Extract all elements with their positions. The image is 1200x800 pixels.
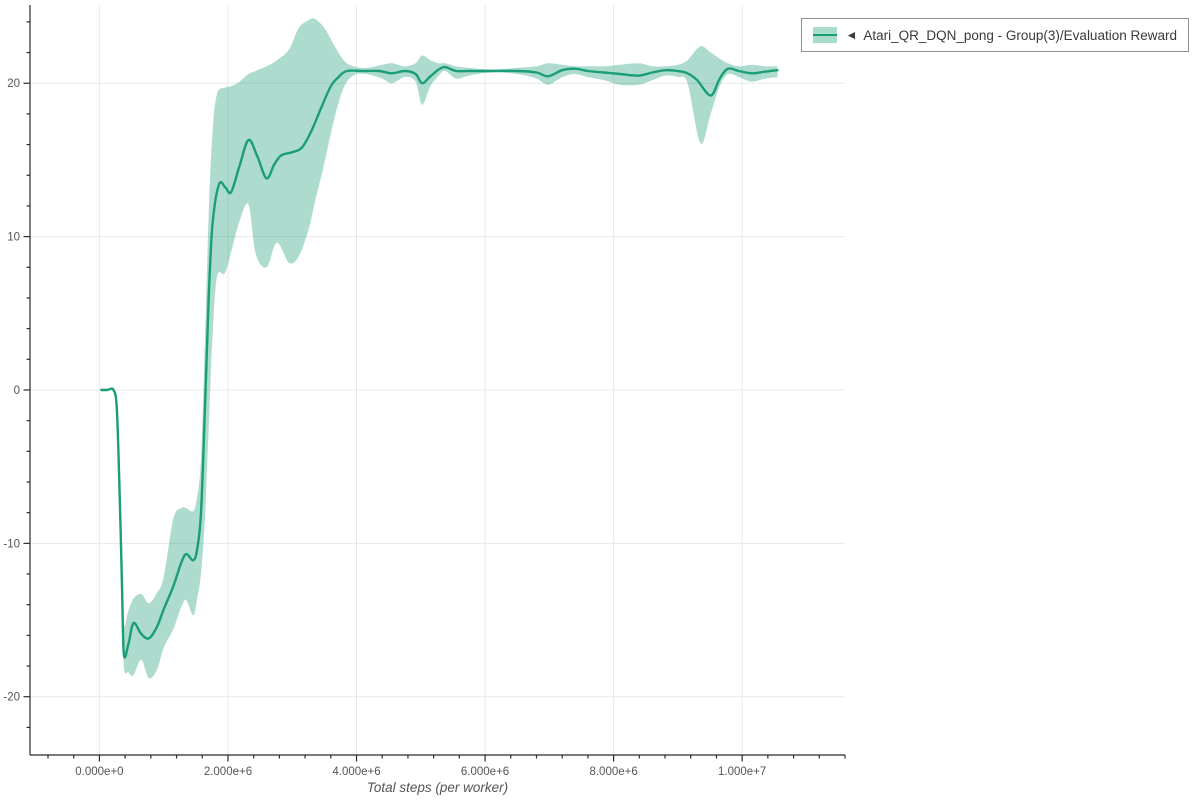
series-line	[100, 65, 779, 659]
x-tick-label: 8.000e+6	[589, 766, 637, 778]
legend-series-label: Atari_QR_DQN_pong - Group(3)/Evaluation …	[863, 27, 1177, 43]
grid-lines	[30, 5, 845, 755]
y-tick-label: 10	[7, 232, 20, 244]
y-tick-label: -20	[3, 692, 20, 704]
x-tick-label: 2.000e+6	[204, 766, 252, 778]
legend-collapse-triangle-icon[interactable]: ◄	[845, 28, 858, 42]
x-tick-label: 6.000e+6	[461, 766, 509, 778]
confidence-band	[101, 18, 778, 679]
y-tick-label: 0	[14, 385, 20, 397]
x-tick-label: 1.000e+7	[718, 766, 766, 778]
y-tick-label: 20	[7, 78, 20, 90]
x-tick-label: 4.000e+6	[332, 766, 380, 778]
y-tick-label: -10	[3, 538, 20, 550]
x-tick-label: 0.000e+0	[75, 766, 123, 778]
legend-box[interactable]: ◄ Atari_QR_DQN_pong - Group(3)/Evaluatio…	[801, 18, 1189, 52]
axes	[23, 5, 846, 762]
x-axis-title: Total steps (per worker)	[366, 780, 509, 795]
legend-swatch-icon	[813, 27, 838, 43]
legend-swatch-line-icon	[813, 33, 838, 37]
